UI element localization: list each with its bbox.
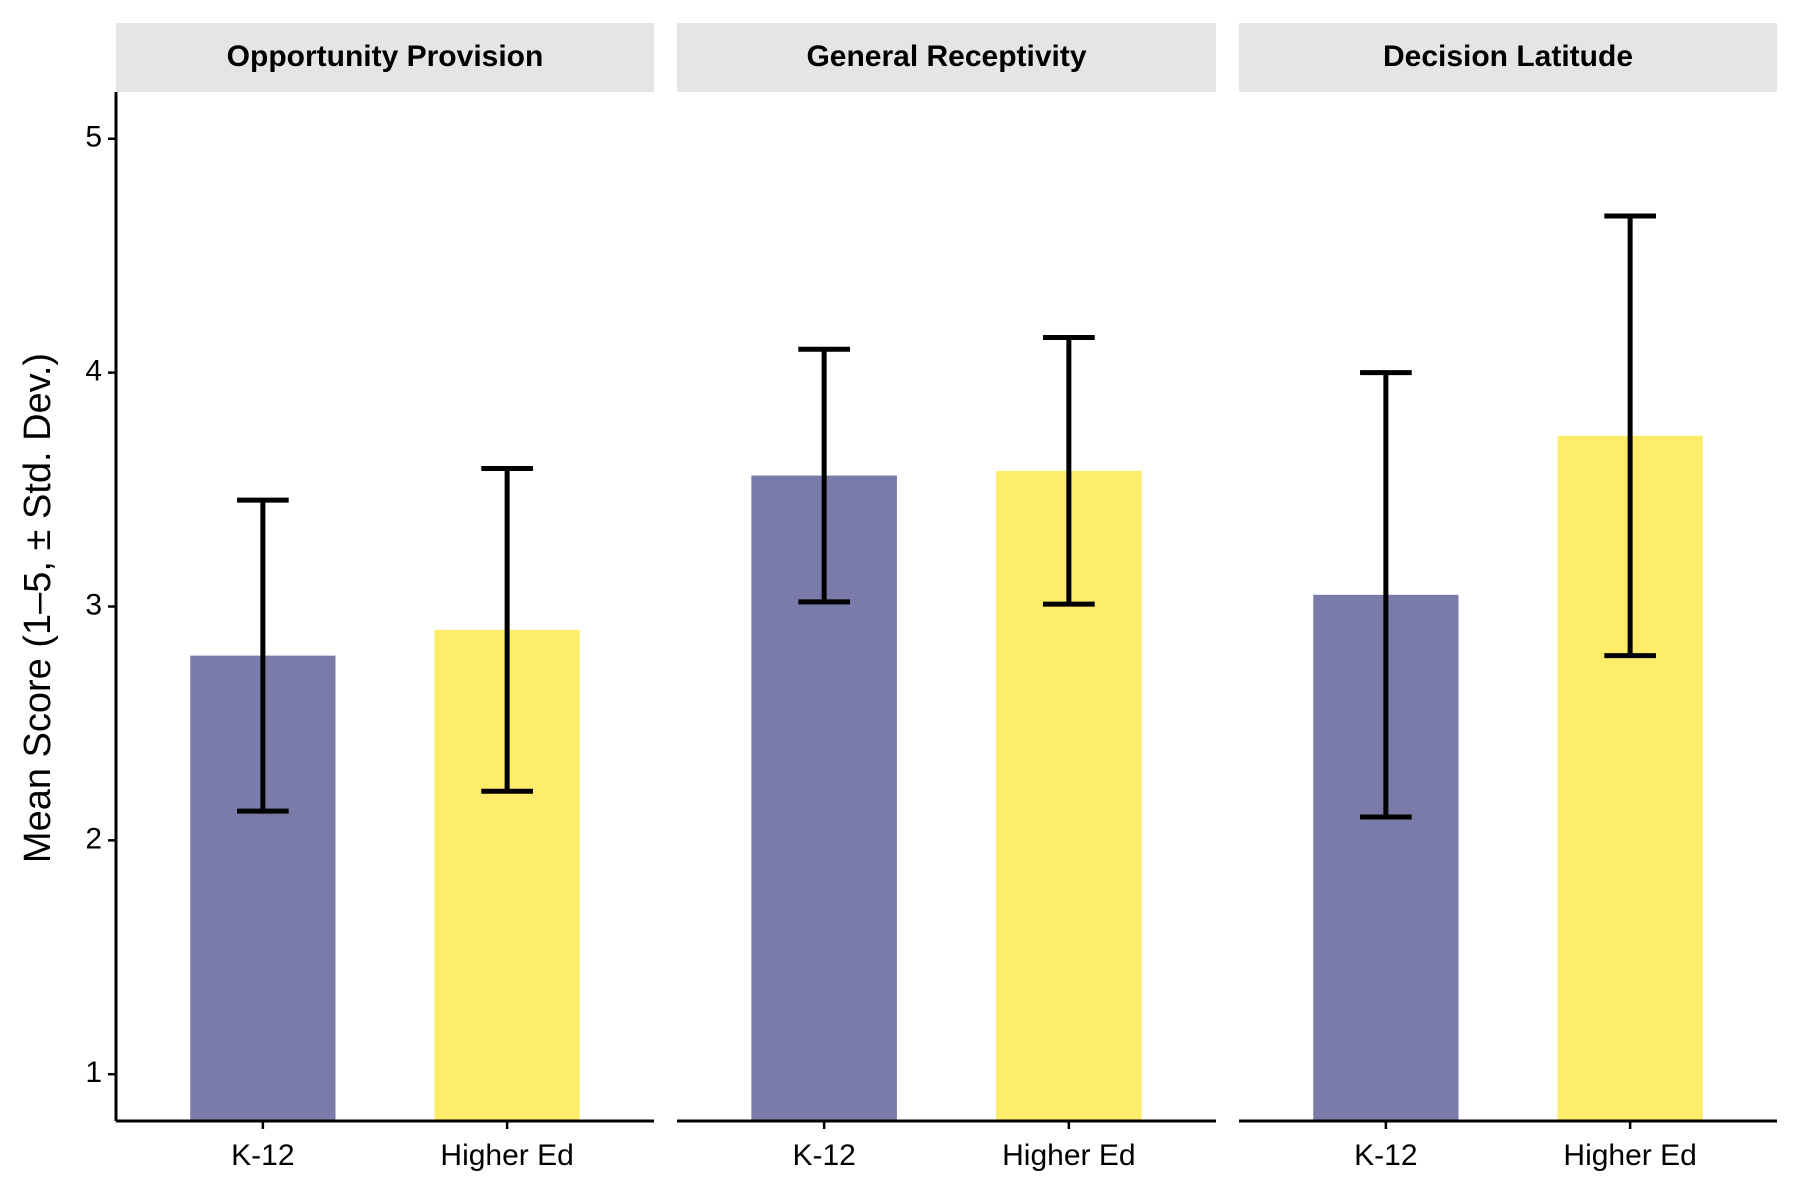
- y-tick-label: 4: [85, 355, 102, 388]
- x-tick-label: Higher Ed: [1002, 1139, 1135, 1172]
- error-bar: [481, 466, 533, 794]
- error-bar: [1604, 213, 1656, 659]
- x-tick-label: Higher Ed: [1563, 1139, 1696, 1172]
- y-tick-label: 3: [85, 588, 102, 621]
- y-tick-label: 1: [85, 1056, 102, 1089]
- error-bar: [1042, 335, 1095, 607]
- x-tick-label: K-12: [231, 1139, 294, 1172]
- error-bar: [798, 346, 851, 605]
- strip: [1239, 23, 1777, 92]
- strip: [116, 23, 654, 92]
- x-tick-label: K-12: [1354, 1139, 1417, 1172]
- x-tick-label: K-12: [792, 1139, 855, 1172]
- x-tick-label: Higher Ed: [440, 1139, 573, 1172]
- y-tick-label: 5: [85, 121, 102, 154]
- error-bar: [237, 497, 289, 814]
- y-tick-label: 2: [85, 822, 102, 855]
- error-bar: [1360, 370, 1412, 820]
- y-axis-label: Mean Score (1–5, ± Std. Dev.): [17, 353, 59, 863]
- strip: [677, 23, 1216, 92]
- facet-title: General Receptivity: [806, 40, 1086, 73]
- facet-title: Decision Latitude: [1383, 40, 1633, 73]
- facet-title: Opportunity Provision: [227, 40, 544, 73]
